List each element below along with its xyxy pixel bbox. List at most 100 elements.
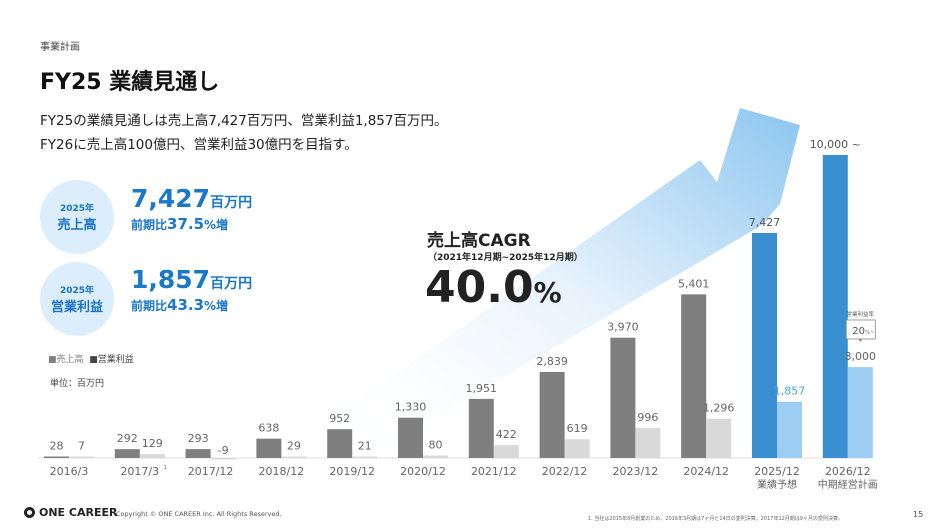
revenue-label: 638 — [258, 422, 279, 435]
kpi-profit-unit: 百万円 — [210, 276, 253, 292]
revenue-label: 5,401 — [678, 277, 710, 290]
revenue-bar — [44, 456, 69, 458]
profit-label: 422 — [496, 428, 517, 441]
revenue-bar — [468, 398, 494, 458]
kpi-profit-label: 営業利益 — [50, 300, 103, 315]
category-label: 2021/12 — [471, 465, 517, 478]
revenue-bar — [539, 371, 565, 458]
kpi-revenue-badge: 2025年 売上高 — [40, 180, 114, 254]
kpi-revenue-unit: 百万円 — [210, 195, 253, 211]
callout-value: 20 — [852, 326, 865, 337]
profit-bar — [635, 427, 661, 458]
revenue-bar — [752, 232, 777, 458]
page-title: FY25 業績見通し — [40, 70, 220, 95]
revenue-label: 1,330 — [395, 401, 427, 414]
profit-label: -9 — [218, 444, 229, 457]
category-label: 2018/12 — [259, 465, 305, 478]
callout-caption: 営業利益率 — [847, 310, 875, 318]
revenue-label: 2,839 — [536, 355, 568, 368]
revenue-bar — [185, 449, 211, 458]
callout-suffix: %~ — [865, 330, 874, 336]
cagr-value: 40.0% — [425, 262, 562, 313]
revenue-bar — [610, 337, 636, 458]
revenue-label: 3,970 — [607, 321, 639, 334]
profit-label: 996 — [637, 411, 658, 424]
kpi-revenue-yoy-value: 37.5 — [167, 215, 205, 233]
category-label: 2025/12 — [754, 465, 800, 478]
profit-bar — [847, 367, 873, 458]
cagr-label: 売上高CAGR — [427, 231, 531, 251]
section-label: 事業計画 — [40, 42, 80, 53]
revenue-label: 952 — [329, 412, 350, 425]
revenue-bar — [327, 429, 353, 458]
profit-bar — [706, 418, 732, 458]
profit-bar — [493, 445, 519, 458]
revenue-bar — [398, 417, 423, 458]
profit-label: 129 — [142, 437, 163, 450]
kpi-profit-year: 2025年 — [59, 286, 95, 296]
kpi-profit-badge: 2025年 営業利益 — [40, 262, 114, 336]
legend-revenue: ■売上高 — [48, 355, 84, 365]
legend-profit: ■営業利益 — [89, 355, 134, 365]
revenue-bar — [256, 438, 282, 458]
cagr-unit: % — [533, 276, 562, 309]
profit-bar — [777, 401, 802, 458]
kpi-profit-value: 1,857 — [131, 265, 211, 294]
chart-legend: ■売上高 ■営業利益 — [48, 352, 134, 365]
profit-bar — [139, 454, 165, 458]
kpi-profit-yoy-prefix: 前期比 — [131, 299, 168, 313]
profit-bar — [69, 456, 94, 458]
footer-logo: ONE CAREER — [24, 506, 117, 519]
footnote-mark: 1 — [164, 465, 167, 471]
profit-label: 80 — [429, 439, 443, 452]
profit-bar — [423, 455, 448, 458]
category-label: 2019/12 — [329, 465, 375, 478]
category-label: 2026/12 — [825, 465, 871, 478]
page-number: 15 — [913, 510, 924, 519]
revenue-label: 293 — [188, 432, 209, 445]
profit-bar — [281, 456, 307, 458]
category-label: 2020/12 — [400, 465, 446, 478]
kpi-revenue-value: 7,427 — [131, 184, 211, 213]
revenue-bar — [681, 294, 707, 458]
revenue-label: 1,951 — [466, 382, 498, 395]
profit-bar — [352, 456, 378, 458]
cagr-period: （2021年12月期~2025年12月期） — [428, 253, 583, 263]
revenue-label: 292 — [117, 432, 138, 445]
category-label: 2023/12 — [613, 465, 659, 478]
revenue-label: 10,000 ~ — [810, 138, 861, 151]
cagr-number: 40.0 — [425, 262, 534, 313]
category-label: 2017/3 — [120, 465, 159, 478]
revenue-bar — [114, 449, 140, 458]
revenue-label: 7,427 — [749, 216, 781, 229]
callout-pointer — [858, 339, 863, 342]
category-label: 2022/12 — [542, 465, 588, 478]
category-label: 2016/3 — [50, 465, 89, 478]
footnote: 1. 当社は2015年8月創業のため、2016年3月期は7ヶ月と14日の変則決算… — [588, 516, 843, 522]
kpi-revenue-year: 2025年 — [59, 204, 95, 214]
growth-arrow — [330, 108, 800, 450]
category-label: 2024/12 — [683, 465, 729, 478]
lead-line-1: FY25の業績見通しは売上高7,427百万円、営業利益1,857百万円。 — [40, 113, 448, 129]
profit-label: 29 — [287, 440, 301, 453]
logo-icon — [24, 507, 35, 518]
unit-label: 単位：百万円 — [50, 379, 105, 389]
profit-bar — [210, 458, 236, 460]
kpi-revenue-label: 売上高 — [57, 218, 97, 233]
revenue-bar — [822, 155, 848, 458]
kpi-profit-yoy-suffix: %増 — [204, 299, 229, 313]
copyright: Copyright © ONE CAREER Inc. All Rights R… — [116, 510, 282, 518]
kpi-revenue-yoy-prefix: 前期比 — [131, 218, 168, 232]
profit-label: 619 — [567, 422, 588, 435]
kpi-revenue: 7,427百万円 前期比37.5%増 — [131, 184, 252, 233]
kpi-profit-yoy-value: 43.3 — [167, 296, 205, 314]
profit-bar — [564, 439, 590, 458]
profit-label: 3,000 — [845, 350, 877, 363]
profit-label: 21 — [358, 440, 372, 453]
category-sublabel: 業績予想 — [757, 478, 797, 491]
kpi-revenue-yoy-suffix: %増 — [204, 218, 229, 232]
profit-label: 7 — [78, 440, 85, 453]
category-sublabel: 中期経営計画 — [818, 478, 878, 491]
lead-line-2: FY26に売上高100億円、営業利益30億円を目指す。 — [40, 137, 358, 153]
